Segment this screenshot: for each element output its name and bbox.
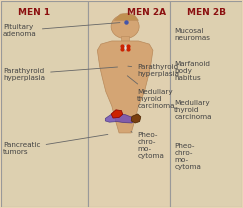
Text: MEN 2A: MEN 2A [127,8,166,17]
Bar [1,1,88,207]
Text: Pheo-
chro-
mo-
cytoma: Pheo- chro- mo- cytoma [131,131,164,159]
Polygon shape [105,113,135,123]
Bar [121,36,130,41]
Text: Pituitary
adenoma: Pituitary adenoma [3,23,120,37]
Circle shape [111,15,139,38]
Bar [170,1,242,207]
Text: Pancreatic
tumors: Pancreatic tumors [3,134,108,155]
Text: Parathyroid
hyperplasia: Parathyroid hyperplasia [3,67,118,80]
Text: Mucosal
neuromas: Mucosal neuromas [174,27,210,41]
Polygon shape [111,110,123,118]
Polygon shape [131,114,141,123]
Bar [88,1,170,207]
Text: Marfanoid
body
habitus: Marfanoid body habitus [174,61,210,81]
Polygon shape [114,13,139,20]
Ellipse shape [121,45,130,50]
Text: Medullary
thyroid
carcinoma: Medullary thyroid carcinoma [127,76,175,109]
Text: Medullary
thyroid
carcinoma: Medullary thyroid carcinoma [174,100,212,120]
Text: MEN 1: MEN 1 [18,8,50,17]
Text: MEN 2B: MEN 2B [187,8,226,17]
Polygon shape [97,41,153,133]
Text: Pheo-
chro-
mo-
cytoma: Pheo- chro- mo- cytoma [174,143,201,170]
Text: Parathyroid
hyperplasia: Parathyroid hyperplasia [128,64,179,77]
